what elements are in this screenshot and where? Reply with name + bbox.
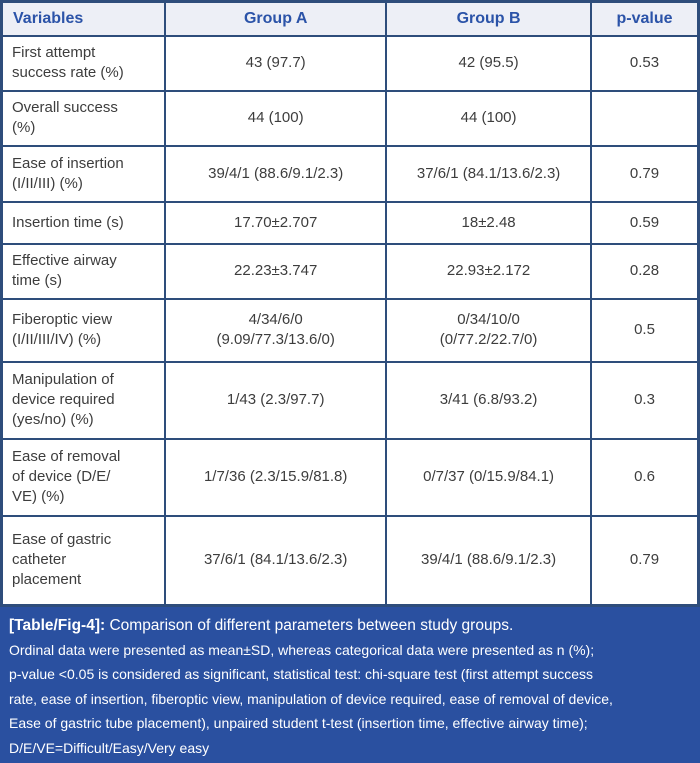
p-value: 0.59 [590, 200, 700, 245]
variable-label: Ease of gastric catheter placement [0, 514, 167, 607]
p-value [590, 89, 700, 147]
variable-label: Ease of insertion (I/II/III) (%) [0, 144, 167, 203]
table-row: First attempt success rate (%) 43 (97.7)… [0, 34, 700, 92]
variable-label: Overall success (%) [0, 89, 167, 147]
caption-note-line: D/E/VE=Difficult/Easy/Very easy [9, 739, 210, 756]
comparison-table: Variables Group A Group B p-value First … [0, 0, 700, 607]
group-b-value: 0/7/37 (0/15.9/84.1) [385, 437, 593, 517]
figure-number-label: [Table/Fig-4]: [9, 617, 106, 634]
figure-caption-text: Comparison of different parameters betwe… [105, 617, 514, 634]
column-header-group-b: Group B [385, 0, 593, 37]
group-a-value: 44 (100) [164, 89, 388, 147]
group-b-value: 22.93±2.172 [385, 242, 593, 300]
table-row: Ease of insertion (I/II/III) (%) 39/4/1 … [0, 144, 700, 203]
group-b-value: 3/41 (6.8/93.2) [385, 360, 593, 440]
table-header-row: Variables Group A Group B p-value [0, 0, 700, 37]
column-header-p-value: p-value [590, 0, 700, 37]
table-row: Insertion time (s) 17.70±2.707 18±2.48 0… [0, 200, 700, 245]
caption-note-line: rate, ease of insertion, fiberoptic view… [9, 690, 613, 707]
variable-label: Fiberoptic view (I/II/III/IV) (%) [0, 297, 167, 363]
group-b-value: 18±2.48 [385, 200, 593, 245]
column-header-variables: Variables [0, 0, 167, 37]
column-header-group-a: Group A [164, 0, 388, 37]
p-value: 0.5 [590, 297, 700, 363]
figure-caption-block: [Table/Fig-4]: Comparison of different p… [0, 607, 700, 763]
p-value: 0.3 [590, 360, 700, 440]
variable-label: Manipulation of device required (yes/no)… [0, 360, 167, 440]
group-a-value: 17.70±2.707 [164, 200, 388, 245]
caption-note-line: p-value <0.05 is considered as significa… [9, 666, 593, 683]
figure-caption: [Table/Fig-4]: Comparison of different p… [9, 614, 691, 638]
p-value: 0.79 [590, 514, 700, 607]
group-a-value: 43 (97.7) [164, 34, 388, 92]
group-a-value: 39/4/1 (88.6/9.1/2.3) [164, 144, 388, 203]
group-b-value: 0/34/10/0 (0/77.2/22.7/0) [385, 297, 593, 363]
variable-label: Ease of removal of device (D/E/ VE) (%) [0, 437, 167, 517]
p-value: 0.6 [590, 437, 700, 517]
group-b-value: 39/4/1 (88.6/9.1/2.3) [385, 514, 593, 607]
variable-label: Insertion time (s) [0, 200, 167, 245]
variable-label: Effective airway time (s) [0, 242, 167, 300]
group-b-value: 42 (95.5) [385, 34, 593, 92]
table-row: Manipulation of device required (yes/no)… [0, 360, 700, 440]
group-b-value: 37/6/1 (84.1/13.6/2.3) [385, 144, 593, 203]
table-row: Effective airway time (s) 22.23±3.747 22… [0, 242, 700, 300]
p-value: 0.79 [590, 144, 700, 203]
table-row: Ease of removal of device (D/E/ VE) (%) … [0, 437, 700, 517]
p-value: 0.53 [590, 34, 700, 92]
group-a-value: 1/43 (2.3/97.7) [164, 360, 388, 440]
caption-note-line: Ease of gastric tube placement), unpaire… [9, 715, 588, 732]
table-row: Fiberoptic view (I/II/III/IV) (%) 4/34/6… [0, 297, 700, 363]
variable-label: First attempt success rate (%) [0, 34, 167, 92]
group-b-value: 44 (100) [385, 89, 593, 147]
table-row: Ease of gastric catheter placement 37/6/… [0, 514, 700, 607]
group-a-value: 1/7/36 (2.3/15.9/81.8) [164, 437, 388, 517]
caption-note-line: Ordinal data were presented as mean±SD, … [9, 642, 595, 658]
table-row: Overall success (%) 44 (100) 44 (100) [0, 89, 700, 147]
p-value: 0.28 [590, 242, 700, 300]
group-a-value: 22.23±3.747 [164, 242, 388, 300]
group-a-value: 4/34/6/0 (9.09/77.3/13.6/0) [164, 297, 388, 363]
group-a-value: 37/6/1 (84.1/13.6/2.3) [164, 514, 388, 607]
